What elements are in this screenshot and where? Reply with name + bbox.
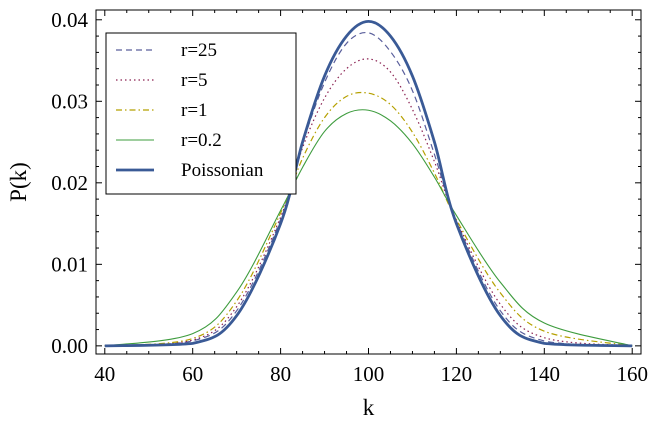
legend-label: r=5	[181, 70, 208, 91]
series-line-r-25	[104, 31, 633, 347]
x-tick-label: 120	[441, 362, 473, 386]
legend-label: Poissonian	[181, 160, 264, 181]
series-lines	[104, 20, 633, 348]
y-tick-label: 0.01	[51, 252, 88, 276]
y-axis-label: P(k)	[6, 162, 31, 202]
series-line-poissonian	[104, 20, 633, 348]
legend: r=25 r=5 r=1 r=0.2 Poissonian	[105, 32, 297, 195]
x-tick-label: 160	[616, 362, 648, 386]
legend-label: r=1	[181, 100, 208, 121]
legend-box	[105, 32, 297, 195]
series-line-r-1	[104, 91, 633, 347]
series-line-r-0-2	[104, 109, 633, 347]
x-tick-label: 40	[94, 362, 115, 386]
y-tick-label: 0.02	[51, 171, 88, 195]
legend-label: r=0.2	[181, 130, 222, 151]
x-tick-label: 100	[353, 362, 385, 386]
y-tick-label: 0.03	[51, 89, 88, 113]
x-tick-label: 80	[270, 362, 291, 386]
y-tick-label: 0.00	[51, 334, 88, 358]
axes: 40 60 80 100 120 140 160 0.00 0.01 0.02 0.03 0.04	[51, 8, 648, 386]
y-tick-label: 0.04	[51, 8, 88, 32]
legend-label: r=25	[181, 40, 217, 61]
x-axis-label: k	[363, 395, 375, 420]
x-tick-label: 140	[529, 362, 561, 386]
x-tick-label: 60	[182, 362, 203, 386]
